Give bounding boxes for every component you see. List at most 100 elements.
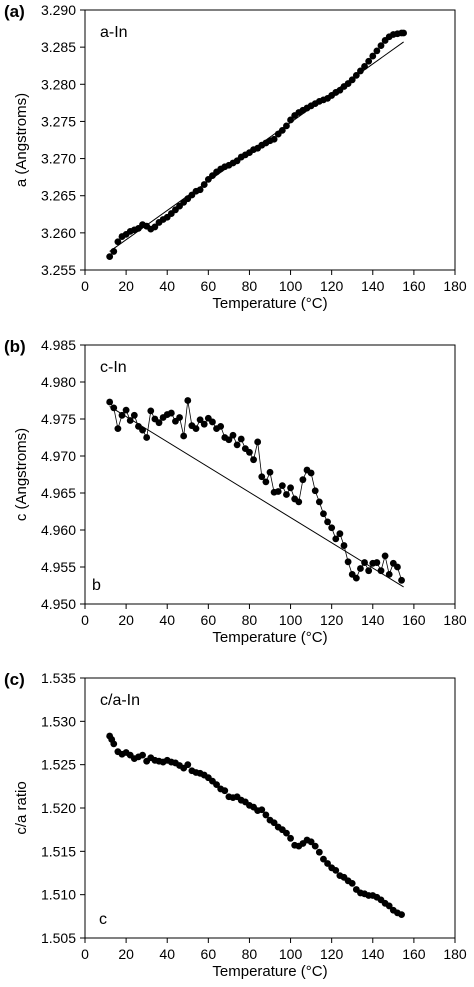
x-tick-label: 180 <box>443 946 467 962</box>
data-point <box>283 491 290 498</box>
data-point <box>373 47 381 55</box>
data-point <box>385 902 393 910</box>
data-point <box>192 425 200 433</box>
y-axis-label: c/a ratio <box>13 781 30 834</box>
data-point <box>307 838 315 846</box>
y-tick-label: 4.950 <box>41 596 76 612</box>
data-point <box>196 186 204 194</box>
x-tick-label: 160 <box>402 612 426 628</box>
inset-label: c/a-In <box>100 692 140 709</box>
data-point <box>394 563 401 571</box>
x-tick-label: 100 <box>279 278 303 294</box>
data-point <box>315 498 323 506</box>
data-point <box>299 476 307 484</box>
data-point <box>246 448 253 456</box>
y-tick-label: 1.525 <box>41 757 76 773</box>
data-point <box>311 842 319 850</box>
data-point <box>283 122 290 130</box>
y-tick-label: 4.955 <box>41 559 76 575</box>
series-line <box>109 400 402 581</box>
data-point <box>184 397 192 404</box>
plot-frame <box>84 677 456 939</box>
data-point <box>332 867 340 874</box>
data-point <box>200 420 208 428</box>
data-point <box>357 565 364 572</box>
y-tick-label: 1.535 <box>41 670 76 686</box>
data-point <box>126 417 134 424</box>
data-point <box>270 135 278 143</box>
data-point <box>365 57 373 65</box>
y-tick-label: 1.520 <box>41 800 76 816</box>
y-tick-label: 1.530 <box>41 713 76 729</box>
x-tick-label: 120 <box>320 278 344 294</box>
data-point <box>348 880 356 887</box>
x-tick-label: 80 <box>242 612 258 628</box>
data-point <box>233 441 241 449</box>
data-point <box>254 438 262 446</box>
y-tick-label: 3.285 <box>41 39 76 55</box>
data-point <box>110 404 118 412</box>
data-point <box>385 571 393 578</box>
data-point <box>348 76 356 84</box>
data-point <box>315 848 323 856</box>
x-axis-label: Temperature (°C) <box>212 295 327 312</box>
y-tick-label: 4.970 <box>41 448 76 464</box>
x-tick-label: 100 <box>279 612 303 628</box>
y-tick-label: 3.260 <box>41 225 76 241</box>
x-axis-label: Temperature (°C) <box>212 963 327 980</box>
data-point <box>213 781 220 788</box>
x-tick-label: 160 <box>402 946 426 962</box>
data-point <box>283 829 290 837</box>
data-point <box>147 407 155 415</box>
y-tick-label: 4.985 <box>41 337 76 353</box>
data-point <box>320 855 327 863</box>
y-axis-label: a (Angstroms) <box>13 93 30 187</box>
x-tick-label: 120 <box>320 612 344 628</box>
data-point <box>229 431 237 439</box>
y-tick-label: 4.980 <box>41 374 76 390</box>
data-point <box>361 63 368 70</box>
chart-panel-a: 0 20 40 60 80 100 120 140 160 180 3.255 3.260 3.265 3… <box>4 2 467 312</box>
y-tick-label: 3.275 <box>41 113 76 129</box>
data-point <box>311 487 319 495</box>
plot-frame <box>84 9 456 271</box>
data-point <box>106 398 114 406</box>
y-tick-label: 4.975 <box>41 411 76 427</box>
data-point <box>217 423 225 430</box>
x-tick-label: 160 <box>402 278 426 294</box>
y-tick-label: 4.960 <box>41 522 76 538</box>
data-point <box>139 751 146 759</box>
x-tick-label: 60 <box>201 612 217 628</box>
data-point <box>398 576 405 584</box>
data-point <box>184 761 192 769</box>
x-tick-label: 60 <box>201 946 217 962</box>
data-point <box>373 559 381 566</box>
corner-label: c <box>99 911 107 928</box>
x-tick-label: 80 <box>242 278 258 294</box>
data-point <box>324 518 331 526</box>
data-point <box>324 860 331 867</box>
y-tick-label: 3.290 <box>41 2 76 18</box>
inset-label: a-In <box>100 24 128 41</box>
y-tick-label: 3.255 <box>41 262 76 278</box>
plot-frame <box>84 344 456 605</box>
data-point <box>250 456 257 464</box>
fit-line <box>109 405 404 588</box>
y-tick-label: 1.505 <box>41 930 76 946</box>
x-tick-label: 40 <box>159 278 175 294</box>
panel-label: (b) <box>4 337 26 356</box>
data-point <box>357 67 364 75</box>
data-point <box>151 223 159 231</box>
data-point <box>295 498 303 506</box>
data-point <box>114 425 122 433</box>
data-point <box>361 559 368 566</box>
data-point <box>352 574 360 582</box>
y-tick-label: 1.515 <box>41 843 76 859</box>
data-point <box>340 542 348 549</box>
data-point <box>118 411 126 419</box>
data-point <box>200 181 208 188</box>
y-tick-label: 1.510 <box>41 887 76 903</box>
data-point <box>180 432 188 440</box>
x-axis-label: Temperature (°C) <box>212 629 327 646</box>
